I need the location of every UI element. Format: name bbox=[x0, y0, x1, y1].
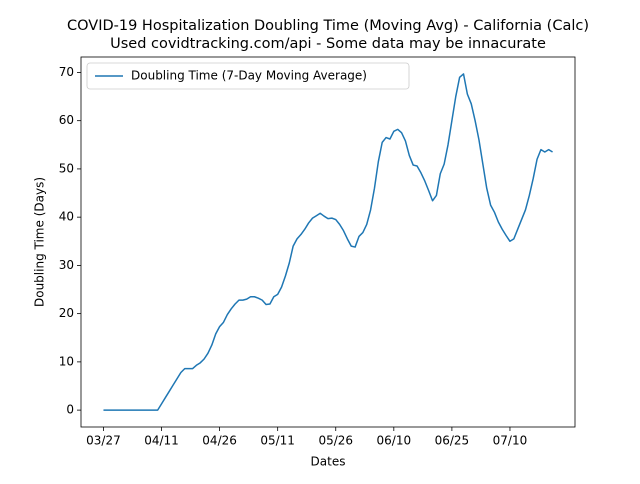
x-tick-label: 04/11 bbox=[144, 434, 179, 448]
y-axis-label: Doubling Time (Days) bbox=[33, 177, 47, 307]
line bbox=[103, 73, 553, 411]
x-tick-label: 06/25 bbox=[435, 434, 470, 448]
x-tick-label: 04/26 bbox=[202, 434, 237, 448]
x-tick-label: 06/10 bbox=[377, 434, 412, 448]
legend-label: Doubling Time (7-Day Moving Average) bbox=[131, 69, 367, 83]
chart-subtitle: Used covidtracking.com/api - Some data m… bbox=[110, 36, 546, 52]
legend-box bbox=[86, 62, 410, 90]
y-tick-label: 60 bbox=[59, 113, 74, 127]
x-tick-label: 07/10 bbox=[493, 434, 528, 448]
y-tick-label: 10 bbox=[59, 354, 74, 368]
x-tick-label: 05/11 bbox=[260, 434, 295, 448]
y-tick-label: 50 bbox=[59, 161, 74, 175]
chart-title: COVID-19 Hospitalization Doubling Time (… bbox=[67, 18, 589, 34]
y-tick-label: 70 bbox=[59, 65, 74, 79]
y-tick-label: 20 bbox=[59, 306, 74, 320]
x-tick-label: 03/27 bbox=[86, 434, 121, 448]
y-tick-label: 30 bbox=[59, 258, 74, 272]
plot-frame bbox=[80, 56, 576, 428]
y-tick-label: 40 bbox=[59, 210, 74, 224]
x-axis-label: Dates bbox=[311, 455, 346, 469]
x-tick-label: 05/26 bbox=[318, 434, 353, 448]
y-tick-label: 0 bbox=[66, 403, 74, 417]
